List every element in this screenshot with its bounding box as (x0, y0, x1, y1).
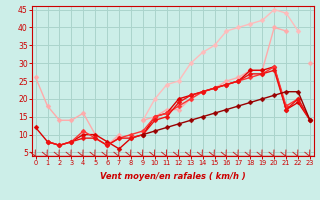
X-axis label: Vent moyen/en rafales ( km/h ): Vent moyen/en rafales ( km/h ) (100, 172, 246, 181)
